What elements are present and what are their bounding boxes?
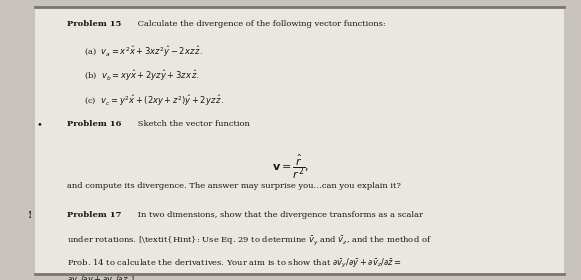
Text: (a)  $v_a = x^2\hat{x} + 3xz^2\hat{y} - 2xz\,\hat{z}.$: (a) $v_a = x^2\hat{x} + 3xz^2\hat{y} - 2… <box>84 45 203 59</box>
Text: •: • <box>36 120 42 129</box>
Text: Sketch the vector function: Sketch the vector function <box>135 120 250 128</box>
Text: $\mathbf{v} = \dfrac{\hat{r}}{r^2},$: $\mathbf{v} = \dfrac{\hat{r}}{r^2},$ <box>272 153 309 181</box>
Text: Problem 16: Problem 16 <box>67 120 121 128</box>
FancyBboxPatch shape <box>35 8 564 274</box>
Text: Calculate the divergence of the following vector functions:: Calculate the divergence of the followin… <box>135 20 386 28</box>
Text: and compute its divergence. The answer may surprise you…can you explain it?: and compute its divergence. The answer m… <box>67 182 401 190</box>
Text: Problem 17: Problem 17 <box>67 211 121 219</box>
Text: Problem 15: Problem 15 <box>67 20 121 28</box>
Text: !: ! <box>28 211 32 220</box>
Text: (b)  $v_b = xy\hat{x} + 2yz\hat{y} + 3zx\,\hat{z}.$: (b) $v_b = xy\hat{x} + 2yz\hat{y} + 3zx\… <box>84 69 200 83</box>
Text: under rotations. [\textit{Hint}: Use Eq. 29 to determine $\bar{v}_y$ and $\bar{v: under rotations. [\textit{Hint}: Use Eq.… <box>67 234 432 247</box>
Text: $\partial v_y/\partial y + \partial v_z/\partial z.$]: $\partial v_y/\partial y + \partial v_z/… <box>67 274 135 280</box>
Text: In two dimensions, show that the divergence transforms as a scalar: In two dimensions, show that the diverge… <box>135 211 424 219</box>
Text: Prob. 14 to calculate the derivatives. Your aim is to show that $\partial\bar{v}: Prob. 14 to calculate the derivatives. Y… <box>67 257 401 270</box>
Text: (c)  $v_c = y^2\hat{x} + (2xy + z^2)\hat{y} + 2yz\,\hat{z}.$: (c) $v_c = y^2\hat{x} + (2xy + z^2)\hat{… <box>84 93 224 108</box>
